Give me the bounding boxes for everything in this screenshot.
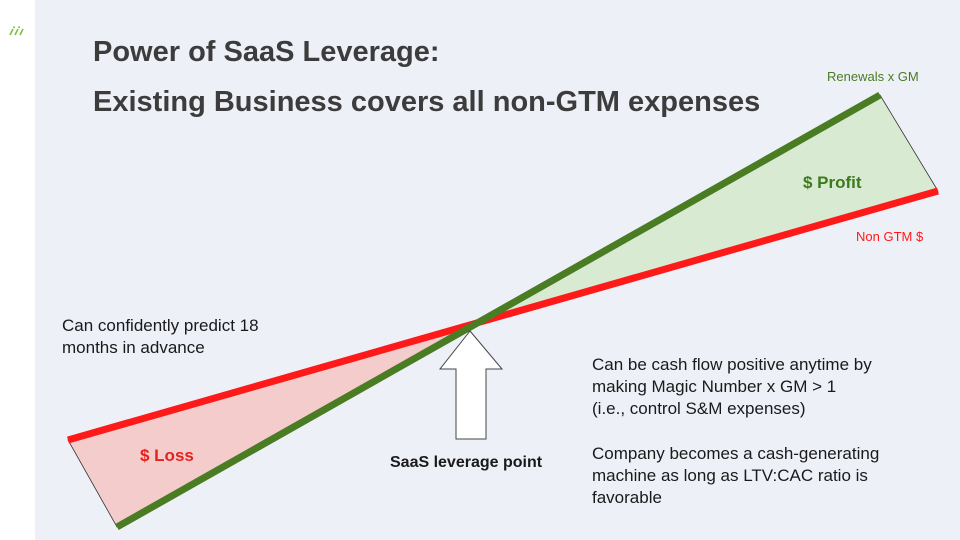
title-line-2: Existing Business covers all non-GTM exp… bbox=[93, 86, 761, 118]
right-note-line: machine as long as LTV:CAC ratio is bbox=[592, 466, 868, 485]
loss-label: $ Loss bbox=[140, 446, 194, 465]
right-note-line: Company becomes a cash-generating bbox=[592, 444, 880, 463]
left-note-line: Can confidently predict 18 bbox=[62, 316, 259, 335]
brand-logo-icon bbox=[9, 26, 24, 36]
right-note-line: making Magic Number x GM > 1 bbox=[592, 377, 837, 396]
up-arrow-icon bbox=[438, 330, 504, 440]
renewals-line bbox=[115, 91, 882, 531]
right-note-ltv-cac: Company becomes a cash-generating machin… bbox=[592, 443, 879, 509]
right-note-cash-flow: Can be cash flow positive anytime by mak… bbox=[592, 354, 872, 420]
right-note-line: Can be cash flow positive anytime by bbox=[592, 355, 872, 374]
renewals-label: Renewals x GM bbox=[827, 69, 919, 84]
sidebar bbox=[0, 0, 35, 540]
left-note: Can confidently predict 18 months in adv… bbox=[62, 315, 259, 359]
non-gtm-line bbox=[67, 187, 939, 444]
left-note-line: months in advance bbox=[62, 338, 205, 357]
right-note-line: (i.e., control S&M expenses) bbox=[592, 399, 806, 418]
right-note-line: favorable bbox=[592, 488, 662, 507]
title-line-1: Power of SaaS Leverage: bbox=[93, 36, 440, 68]
non-gtm-label: Non GTM $ bbox=[856, 229, 924, 244]
profit-label: $ Profit bbox=[803, 173, 862, 192]
leverage-point-label: SaaS leverage point bbox=[390, 454, 543, 471]
